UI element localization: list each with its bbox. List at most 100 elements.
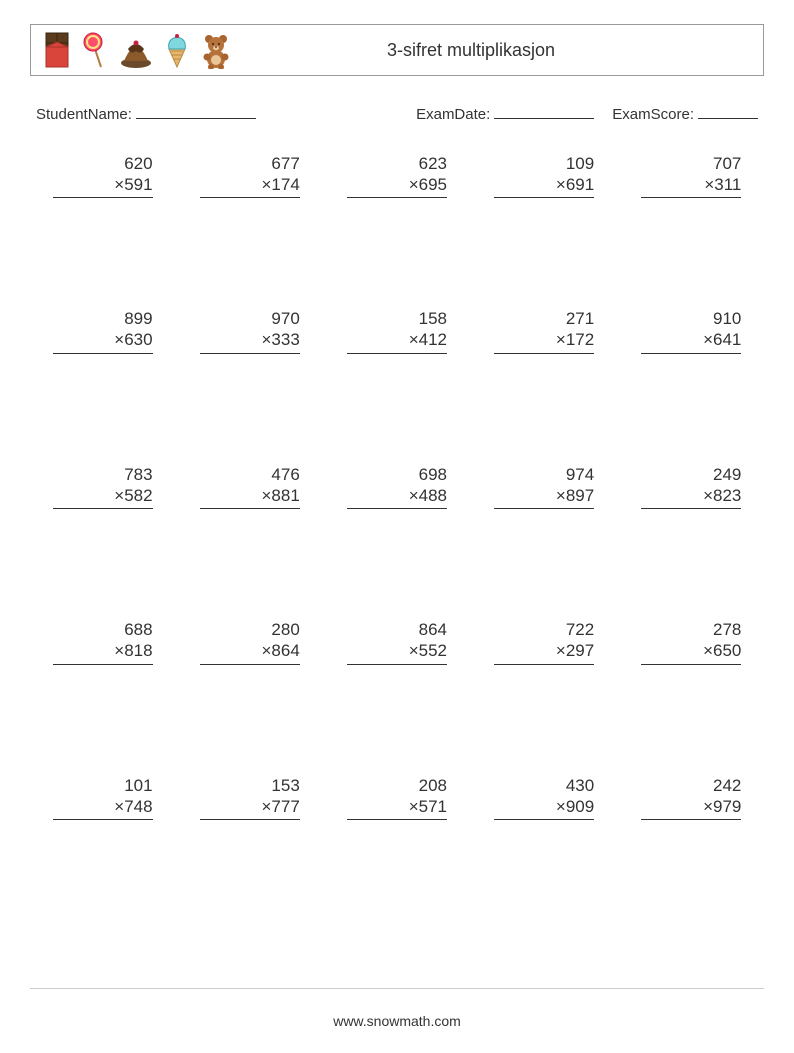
multiplier: ×412 — [347, 329, 447, 350]
problem-rule — [347, 353, 447, 354]
worksheet-title: 3-sifret multiplikasjon — [191, 40, 751, 61]
multiplier: ×630 — [53, 329, 153, 350]
problem-rule — [641, 819, 741, 820]
problem-rule — [641, 197, 741, 198]
problem: 109×691 — [494, 153, 594, 199]
multiplier: ×909 — [494, 796, 594, 817]
problem: 208×571 — [347, 775, 447, 821]
exam-score-blank[interactable] — [698, 102, 758, 119]
problem-rule — [200, 197, 300, 198]
multiplier: ×571 — [347, 796, 447, 817]
problem-rule — [53, 664, 153, 665]
problem-rule — [494, 353, 594, 354]
problem-rule — [53, 819, 153, 820]
problem: 280×864 — [200, 619, 300, 665]
problem-rule — [53, 508, 153, 509]
multiplier: ×748 — [53, 796, 153, 817]
problem-rule — [53, 353, 153, 354]
multiplicand: 910 — [641, 308, 741, 329]
problem-rule — [641, 508, 741, 509]
multiplicand: 620 — [53, 153, 153, 174]
multiplier: ×641 — [641, 329, 741, 350]
meta-row: StudentName: ExamDate: ExamScore: — [30, 102, 764, 123]
problem-rule — [347, 819, 447, 820]
problem-rule — [200, 664, 300, 665]
multiplier: ×691 — [494, 174, 594, 195]
multiplicand: 864 — [347, 619, 447, 640]
student-name-blank[interactable] — [136, 102, 256, 119]
multiplicand: 280 — [200, 619, 300, 640]
multiplicand: 158 — [347, 308, 447, 329]
problem: 278×650 — [641, 619, 741, 665]
multiplier: ×979 — [641, 796, 741, 817]
lollipop-icon — [83, 31, 107, 69]
multiplier: ×650 — [641, 640, 741, 661]
multiplicand: 707 — [641, 153, 741, 174]
chocolate-bar-icon — [43, 31, 71, 69]
exam-score-field: ExamScore: — [612, 102, 758, 123]
problem-rule — [494, 508, 594, 509]
multiplicand: 153 — [200, 775, 300, 796]
problem-rule — [200, 353, 300, 354]
problem: 899×630 — [53, 308, 153, 354]
multiplicand: 899 — [53, 308, 153, 329]
pudding-icon — [119, 39, 153, 69]
ice-cream-cone-icon — [165, 31, 189, 69]
problem-rule — [200, 508, 300, 509]
problem-rule — [641, 353, 741, 354]
multiplier: ×311 — [641, 174, 741, 195]
multiplicand: 476 — [200, 464, 300, 485]
problem: 153×777 — [200, 775, 300, 821]
problem-rule — [494, 197, 594, 198]
multiplier: ×864 — [200, 640, 300, 661]
student-name-label: StudentName: — [36, 106, 132, 123]
multiplier: ×582 — [53, 485, 153, 506]
multiplicand: 109 — [494, 153, 594, 174]
problem: 698×488 — [347, 464, 447, 510]
multiplier: ×172 — [494, 329, 594, 350]
multiplicand: 242 — [641, 775, 741, 796]
problem: 677×174 — [200, 153, 300, 199]
problem-rule — [494, 819, 594, 820]
multiplicand: 688 — [53, 619, 153, 640]
header: 3-sifret multiplikasjon — [30, 24, 764, 76]
multiplicand: 698 — [347, 464, 447, 485]
problem-rule — [641, 664, 741, 665]
problem-rule — [53, 197, 153, 198]
exam-score-label: ExamScore: — [612, 106, 694, 123]
problem-rule — [494, 664, 594, 665]
multiplier: ×881 — [200, 485, 300, 506]
problem: 783×582 — [53, 464, 153, 510]
multiplicand: 677 — [200, 153, 300, 174]
exam-date-blank[interactable] — [494, 102, 594, 119]
worksheet-page: 3-sifret multiplikasjon StudentName: Exa… — [0, 0, 794, 1053]
problem: 271×172 — [494, 308, 594, 354]
problem: 430×909 — [494, 775, 594, 821]
footer-rule — [30, 988, 764, 989]
multiplier: ×333 — [200, 329, 300, 350]
multiplier: ×777 — [200, 796, 300, 817]
problem-rule — [200, 819, 300, 820]
problem: 970×333 — [200, 308, 300, 354]
multiplier: ×552 — [347, 640, 447, 661]
multiplicand: 970 — [200, 308, 300, 329]
problem-rule — [347, 197, 447, 198]
multiplicand: 101 — [53, 775, 153, 796]
problem: 974×897 — [494, 464, 594, 510]
problem: 242×979 — [641, 775, 741, 821]
problem: 722×297 — [494, 619, 594, 665]
problem-rule — [347, 664, 447, 665]
problem: 249×823 — [641, 464, 741, 510]
multiplier: ×488 — [347, 485, 447, 506]
multiplicand: 974 — [494, 464, 594, 485]
problem: 101×748 — [53, 775, 153, 821]
problem-rule — [347, 508, 447, 509]
multiplier: ×174 — [200, 174, 300, 195]
multiplicand: 623 — [347, 153, 447, 174]
multiplier: ×897 — [494, 485, 594, 506]
multiplicand: 783 — [53, 464, 153, 485]
exam-date-field: ExamDate: — [416, 102, 594, 123]
problem: 910×641 — [641, 308, 741, 354]
multiplier: ×591 — [53, 174, 153, 195]
problem-grid: 620×591677×174623×695109×691707×311899×6… — [30, 153, 764, 821]
